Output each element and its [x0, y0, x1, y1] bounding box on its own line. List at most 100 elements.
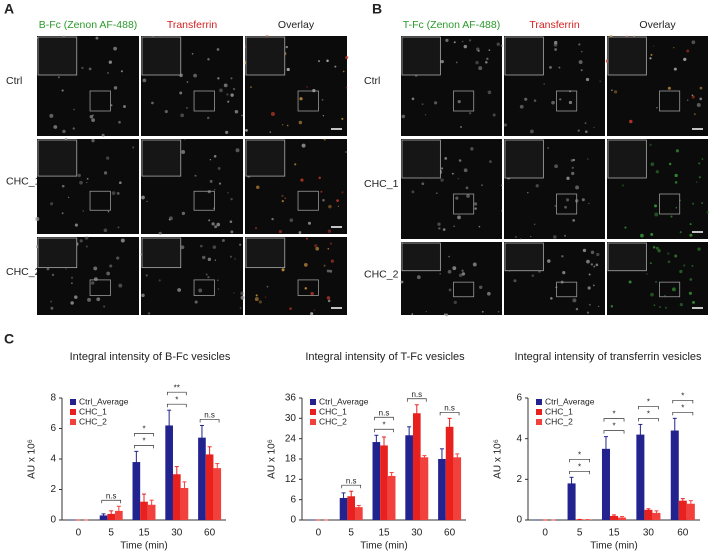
- legend-label: CHC_1: [319, 406, 347, 416]
- cell-speck: [258, 300, 262, 304]
- panel-label: C: [4, 331, 14, 347]
- cell-speck: [566, 176, 570, 180]
- column-header: B-Fc (Zenon AF-488): [39, 19, 138, 31]
- y-tick-label: 30: [285, 413, 297, 424]
- row-label: CHC_1: [364, 178, 399, 190]
- cell-speck: [72, 127, 75, 130]
- inset: [607, 139, 647, 179]
- cell-speck: [463, 168, 468, 173]
- significance-bracket: [569, 470, 590, 475]
- cell-speck: [686, 99, 689, 101]
- cell-speck: [519, 238, 522, 240]
- cell-speck: [312, 88, 316, 93]
- legend-swatch: [310, 399, 316, 405]
- bar: [140, 501, 148, 520]
- cell-speck: [453, 300, 457, 305]
- inset: [401, 242, 441, 272]
- y-tick-label: 6: [516, 393, 522, 404]
- cell-speck: [245, 128, 248, 132]
- x-tick-label: 60: [204, 528, 216, 539]
- y-tick-label: 2: [50, 484, 56, 495]
- cell-speck: [478, 66, 483, 71]
- x-tick-label: 60: [677, 528, 689, 539]
- cell-speck: [674, 254, 678, 258]
- significance-label: n.s: [444, 403, 455, 412]
- cell-speck: [468, 39, 472, 42]
- cell-speck: [327, 229, 332, 233]
- bar: [172, 474, 181, 520]
- significance-label: *: [142, 424, 145, 433]
- cell-speck: [278, 229, 282, 234]
- cell-speck: [575, 307, 579, 311]
- legend-label: Ctrl_Average: [545, 396, 595, 406]
- cell-speck: [458, 273, 463, 277]
- cell-speck: [486, 57, 489, 61]
- cell-speck: [425, 311, 427, 313]
- cell-speck: [67, 196, 70, 199]
- cell-speck: [181, 211, 186, 216]
- zoom-box: [659, 281, 681, 298]
- legend-label: CHC_2: [319, 416, 347, 426]
- legend-swatch: [70, 419, 76, 425]
- x-tick-label: 0: [316, 528, 322, 539]
- cell-speck: [108, 60, 112, 64]
- significance-bracket: [638, 418, 659, 422]
- cell-speck: [79, 180, 83, 185]
- cell-speck: [543, 83, 545, 85]
- zoom-box: [193, 190, 215, 211]
- cell-speck: [654, 212, 659, 217]
- cell-speck: [628, 280, 632, 284]
- cell-speck: [621, 184, 625, 187]
- cell-speck: [582, 248, 587, 253]
- cell-speck: [329, 242, 333, 245]
- cell-speck: [640, 233, 644, 238]
- cell-speck: [326, 296, 331, 300]
- cell-speck: [437, 222, 441, 226]
- cell-speck: [691, 264, 694, 267]
- cell-speck: [206, 116, 210, 120]
- cell-speck: [473, 202, 478, 206]
- cell-speck: [401, 114, 406, 119]
- cell-speck: [264, 296, 267, 298]
- cell-speck: [91, 281, 95, 285]
- cell-speck: [691, 40, 696, 45]
- bar: [644, 509, 653, 520]
- cell-speck: [689, 233, 693, 237]
- cell-speck: [657, 249, 661, 253]
- cell-speck: [442, 228, 446, 231]
- cell-speck: [586, 311, 590, 314]
- significance-label: n.s: [106, 491, 117, 500]
- cell-speck: [35, 216, 40, 221]
- cell-speck: [86, 181, 88, 184]
- cell-speck: [227, 100, 230, 103]
- cell-speck: [646, 273, 648, 275]
- x-tick-label: 5: [348, 528, 354, 539]
- column-header: Transferrin: [529, 19, 580, 31]
- cell-speck: [234, 110, 239, 114]
- cell-speck: [588, 273, 591, 276]
- inset: [401, 36, 441, 76]
- cell-speck: [611, 89, 613, 92]
- cell-speck: [239, 243, 242, 246]
- cell-speck: [281, 194, 284, 197]
- bar: [339, 497, 348, 520]
- cell-speck: [572, 218, 576, 222]
- cell-speck: [706, 210, 709, 214]
- cell-speck: [587, 286, 591, 290]
- cell-speck: [552, 235, 557, 239]
- cell-speck: [447, 269, 452, 274]
- cell-speck: [424, 114, 427, 116]
- legend-label: Ctrl_Average: [319, 396, 369, 406]
- cell-speck: [435, 192, 438, 195]
- cell-speck: [74, 223, 78, 227]
- significance-label: *: [142, 436, 145, 445]
- cell-speck: [207, 58, 210, 61]
- cell-speck: [116, 191, 120, 195]
- cell-speck: [323, 138, 326, 141]
- cell-speck: [284, 197, 287, 200]
- cell-speck: [116, 256, 120, 260]
- cell-speck: [492, 113, 496, 117]
- cell-speck: [487, 291, 491, 296]
- zoom-box: [89, 190, 111, 211]
